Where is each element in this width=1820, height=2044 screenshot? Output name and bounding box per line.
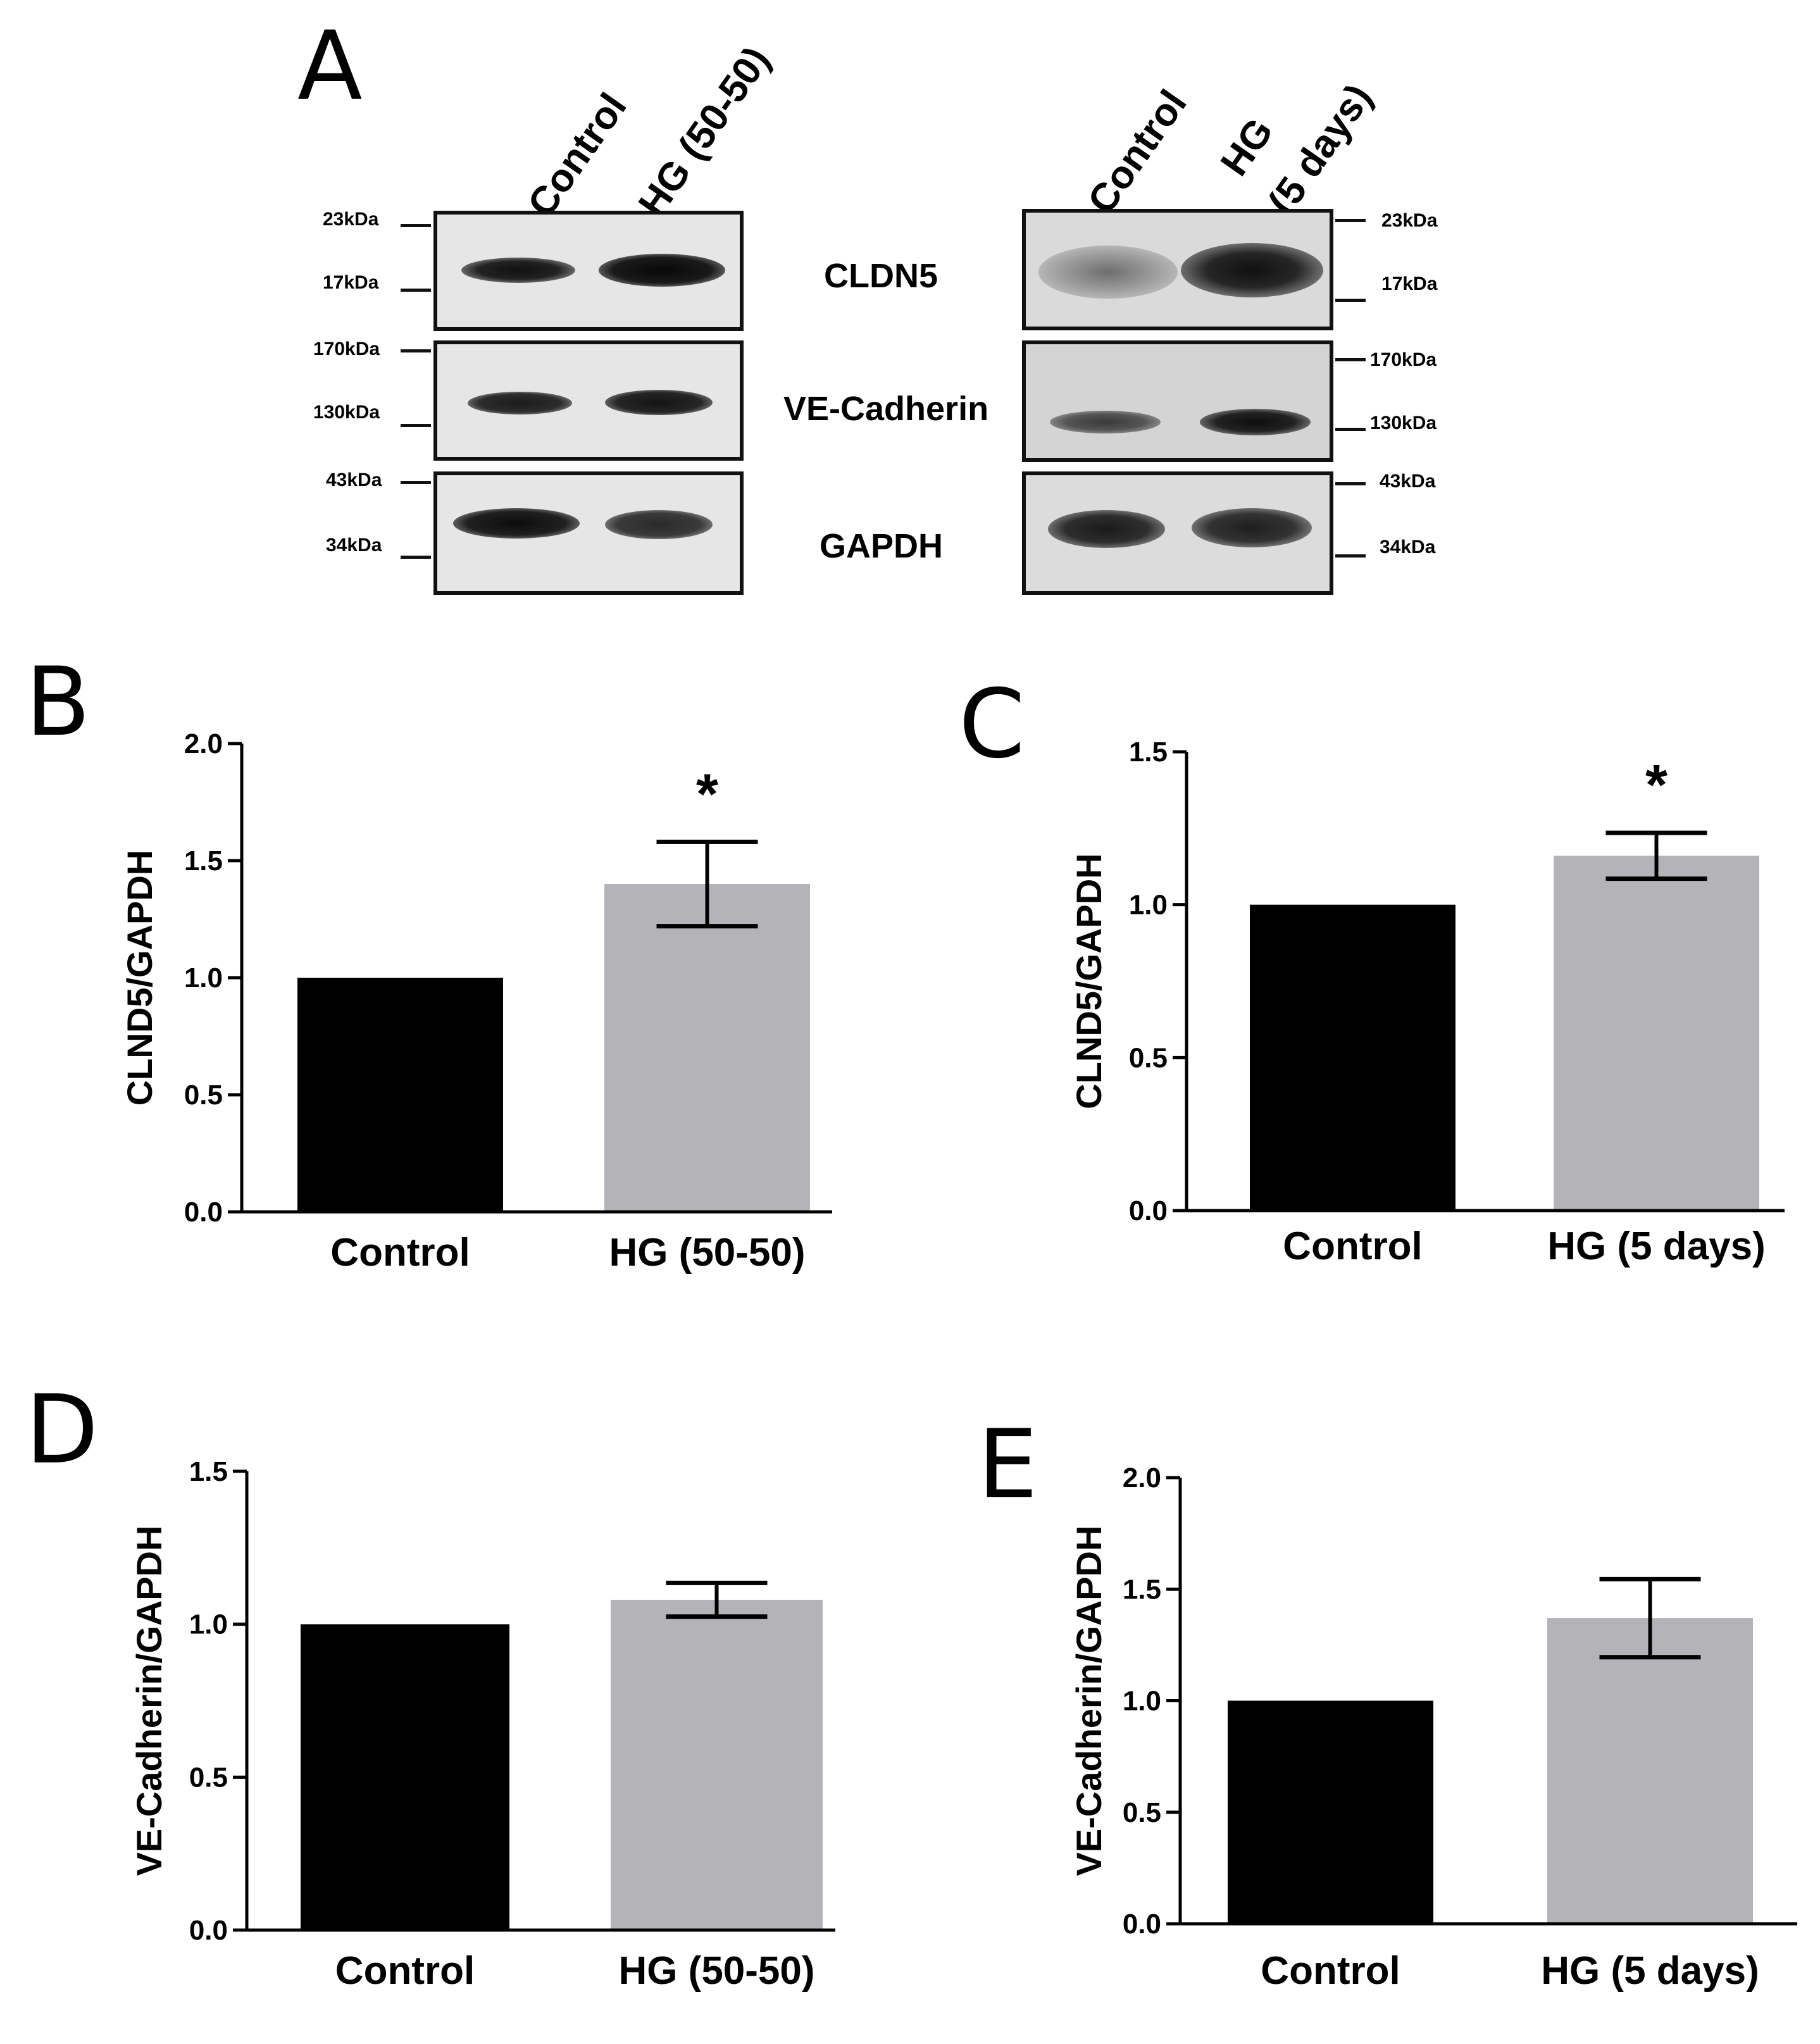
marker-left-34kda: 34kDa <box>326 535 382 556</box>
category-label: HG (50-50) <box>618 1949 814 1993</box>
marker-right-43kda: 43kDa <box>1380 471 1436 492</box>
band <box>1192 508 1312 547</box>
bar <box>297 978 503 1211</box>
y-axis-label: VE-Cadherin/GAPDH <box>1069 1526 1109 1876</box>
panel-letter-a: A <box>297 11 363 122</box>
blot-right-cldn5 <box>1022 209 1333 330</box>
band <box>605 510 713 539</box>
y-tick-label: 0.0 <box>189 1915 228 1946</box>
marker-tick <box>1335 482 1366 485</box>
y-axis-label: VE-Cadherin/GAPDH <box>129 1526 169 1876</box>
lane-label-control-right: Control <box>1079 82 1195 222</box>
bar <box>1547 1618 1753 1922</box>
lane-label-control-left: Control <box>519 85 635 225</box>
y-tick-label: 2.0 <box>184 728 223 759</box>
marker-left-23kda: 23kDa <box>323 209 379 230</box>
bar <box>1250 904 1455 1209</box>
bar <box>301 1624 509 1929</box>
y-tick-label: 1.5 <box>1123 1574 1161 1605</box>
marker-left-17kda: 17kDa <box>323 272 379 293</box>
y-tick-label: 0.0 <box>1129 1195 1168 1226</box>
bar-chart-e: 0.0 0.5 1.0 1.5 2.0 VE-Cadherin/GAPDH Control H… <box>1069 1462 1797 1993</box>
bar <box>1554 856 1759 1209</box>
category-label: Control <box>1261 1949 1400 1993</box>
marker-tick <box>1335 299 1366 302</box>
marker-right-23kda: 23kDa <box>1381 210 1438 231</box>
marker-right-34kda: 34kDa <box>1380 537 1436 558</box>
y-tick-label: 1.5 <box>1129 737 1168 768</box>
marker-left-43kda: 43kDa <box>326 470 382 490</box>
protein-label-ve-cadherin: VE-Cadherin <box>783 390 989 428</box>
category-label: HG (5 days) <box>1547 1225 1766 1268</box>
band <box>599 254 725 287</box>
marker-tick <box>401 289 431 292</box>
band <box>1200 409 1311 435</box>
y-tick-label: 2.0 <box>1123 1462 1161 1493</box>
y-tick-label: 0.5 <box>189 1762 228 1793</box>
category-label: Control <box>335 1949 475 1993</box>
y-tick-label: 1.0 <box>189 1609 228 1640</box>
marker-right-17kda: 17kDa <box>1381 273 1438 294</box>
band <box>605 390 713 415</box>
blot-left-gapdh <box>433 471 744 595</box>
band <box>461 258 575 283</box>
marker-tick <box>401 349 431 352</box>
bar-chart-b: 0.0 0.5 1.0 1.5 2.0 CLND5/GAPDH Control * HG (50… <box>120 728 832 1274</box>
panel-letter-e: E <box>978 1410 1038 1520</box>
y-tick-label: 1.0 <box>1129 890 1168 921</box>
category-label: HG (50-50) <box>609 1231 805 1274</box>
band <box>1038 246 1178 299</box>
bar-chart-c: 0.0 0.5 1.0 1.5 CLND5/GAPDH Control * HG (5 day… <box>1069 737 1785 1268</box>
y-tick-label: 0.5 <box>1123 1797 1161 1828</box>
y-tick-label: 1.0 <box>1123 1686 1161 1717</box>
marker-right-130kda: 130kDa <box>1370 413 1437 433</box>
marker-left-170kda: 170kDa <box>313 339 380 359</box>
band <box>1048 510 1165 548</box>
significance-marker: * <box>1645 754 1667 817</box>
blot-right-gapdh <box>1022 471 1333 595</box>
marker-tick <box>401 224 431 227</box>
marker-tick <box>401 481 431 484</box>
protein-label-cldn5: CLDN5 <box>824 257 938 295</box>
protein-label-gapdh: GAPDH <box>820 527 944 565</box>
y-tick-label: 0.0 <box>184 1197 223 1228</box>
bar <box>604 884 810 1211</box>
significance-marker: * <box>696 763 718 826</box>
marker-tick <box>1335 358 1366 361</box>
band <box>453 508 580 539</box>
blot-left-cldn5 <box>433 211 744 331</box>
band <box>1181 243 1323 297</box>
y-tick-label: 1.0 <box>184 963 223 994</box>
marker-tick <box>1335 219 1366 222</box>
lane-label-hg-right: HG <box>1212 110 1282 184</box>
y-tick-label: 0.0 <box>1123 1909 1161 1940</box>
panel-letter-c: C <box>959 670 1025 780</box>
category-label: Control <box>330 1231 470 1274</box>
y-tick-label: 1.5 <box>189 1456 228 1487</box>
marker-tick <box>1335 428 1366 431</box>
bar <box>611 1600 823 1929</box>
bar <box>1228 1700 1433 1922</box>
y-axis-label: CLND5/GAPDH <box>120 850 159 1106</box>
y-axis-label: CLND5/GAPDH <box>1069 853 1109 1109</box>
marker-tick <box>1335 554 1366 558</box>
blot-left-ve-cadherin <box>433 340 744 461</box>
y-tick-label: 0.5 <box>1129 1042 1168 1073</box>
marker-tick <box>401 424 431 427</box>
marker-tick <box>401 556 431 559</box>
category-label: Control <box>1283 1225 1422 1268</box>
blot-right-ve-cadherin <box>1022 340 1333 462</box>
bar-chart-d: 0.0 0.5 1.0 1.5 VE-Cadherin/GAPDH Control HG (… <box>129 1456 835 1993</box>
y-tick-label: 0.5 <box>184 1080 223 1111</box>
panel-letter-b: B <box>25 647 90 757</box>
marker-right-170kda: 170kDa <box>1370 349 1437 370</box>
band <box>468 392 572 414</box>
marker-left-130kda: 130kDa <box>313 402 380 423</box>
lane-label-5-days: (5 days) <box>1259 76 1381 223</box>
panel-letter-d: D <box>25 1375 99 1485</box>
y-tick-label: 1.5 <box>184 845 223 876</box>
band <box>1050 411 1161 433</box>
lane-label-hg-50-50: HG (50-50) <box>630 39 779 225</box>
category-label: HG (5 days) <box>1541 1949 1759 1993</box>
